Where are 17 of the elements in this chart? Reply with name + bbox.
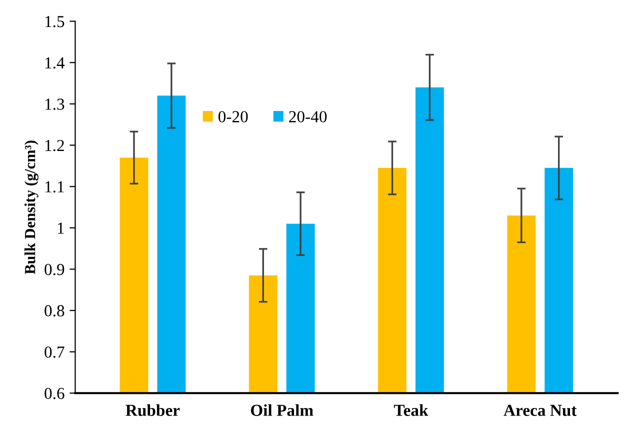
y-tick-label: 1.2 <box>45 140 64 152</box>
x-tick-label: Rubber <box>126 404 180 416</box>
y-tick-label: 1.3 <box>45 98 64 110</box>
y-tick-label: 0.7 <box>44 346 64 358</box>
legend-label: 0-20 <box>218 111 248 122</box>
x-tick-label: Teak <box>394 404 428 416</box>
legend-label: 20-40 <box>289 111 327 122</box>
y-tick-label: 1.4 <box>45 57 65 69</box>
y-tick-label: 1.5 <box>45 16 64 28</box>
y-axis-title: Bulk Density (g/cm³) <box>24 140 38 274</box>
y-tick-label: 0.6 <box>44 388 64 400</box>
y-tick-label: 1.1 <box>45 181 64 193</box>
x-tick-label: Areca Nut <box>504 404 577 416</box>
y-tick-label: 0.9 <box>44 264 64 276</box>
x-tick-label: Oil Palm <box>250 404 314 416</box>
y-tick-label: 1 <box>58 222 64 234</box>
y-tick-label: 0.8 <box>44 305 64 317</box>
